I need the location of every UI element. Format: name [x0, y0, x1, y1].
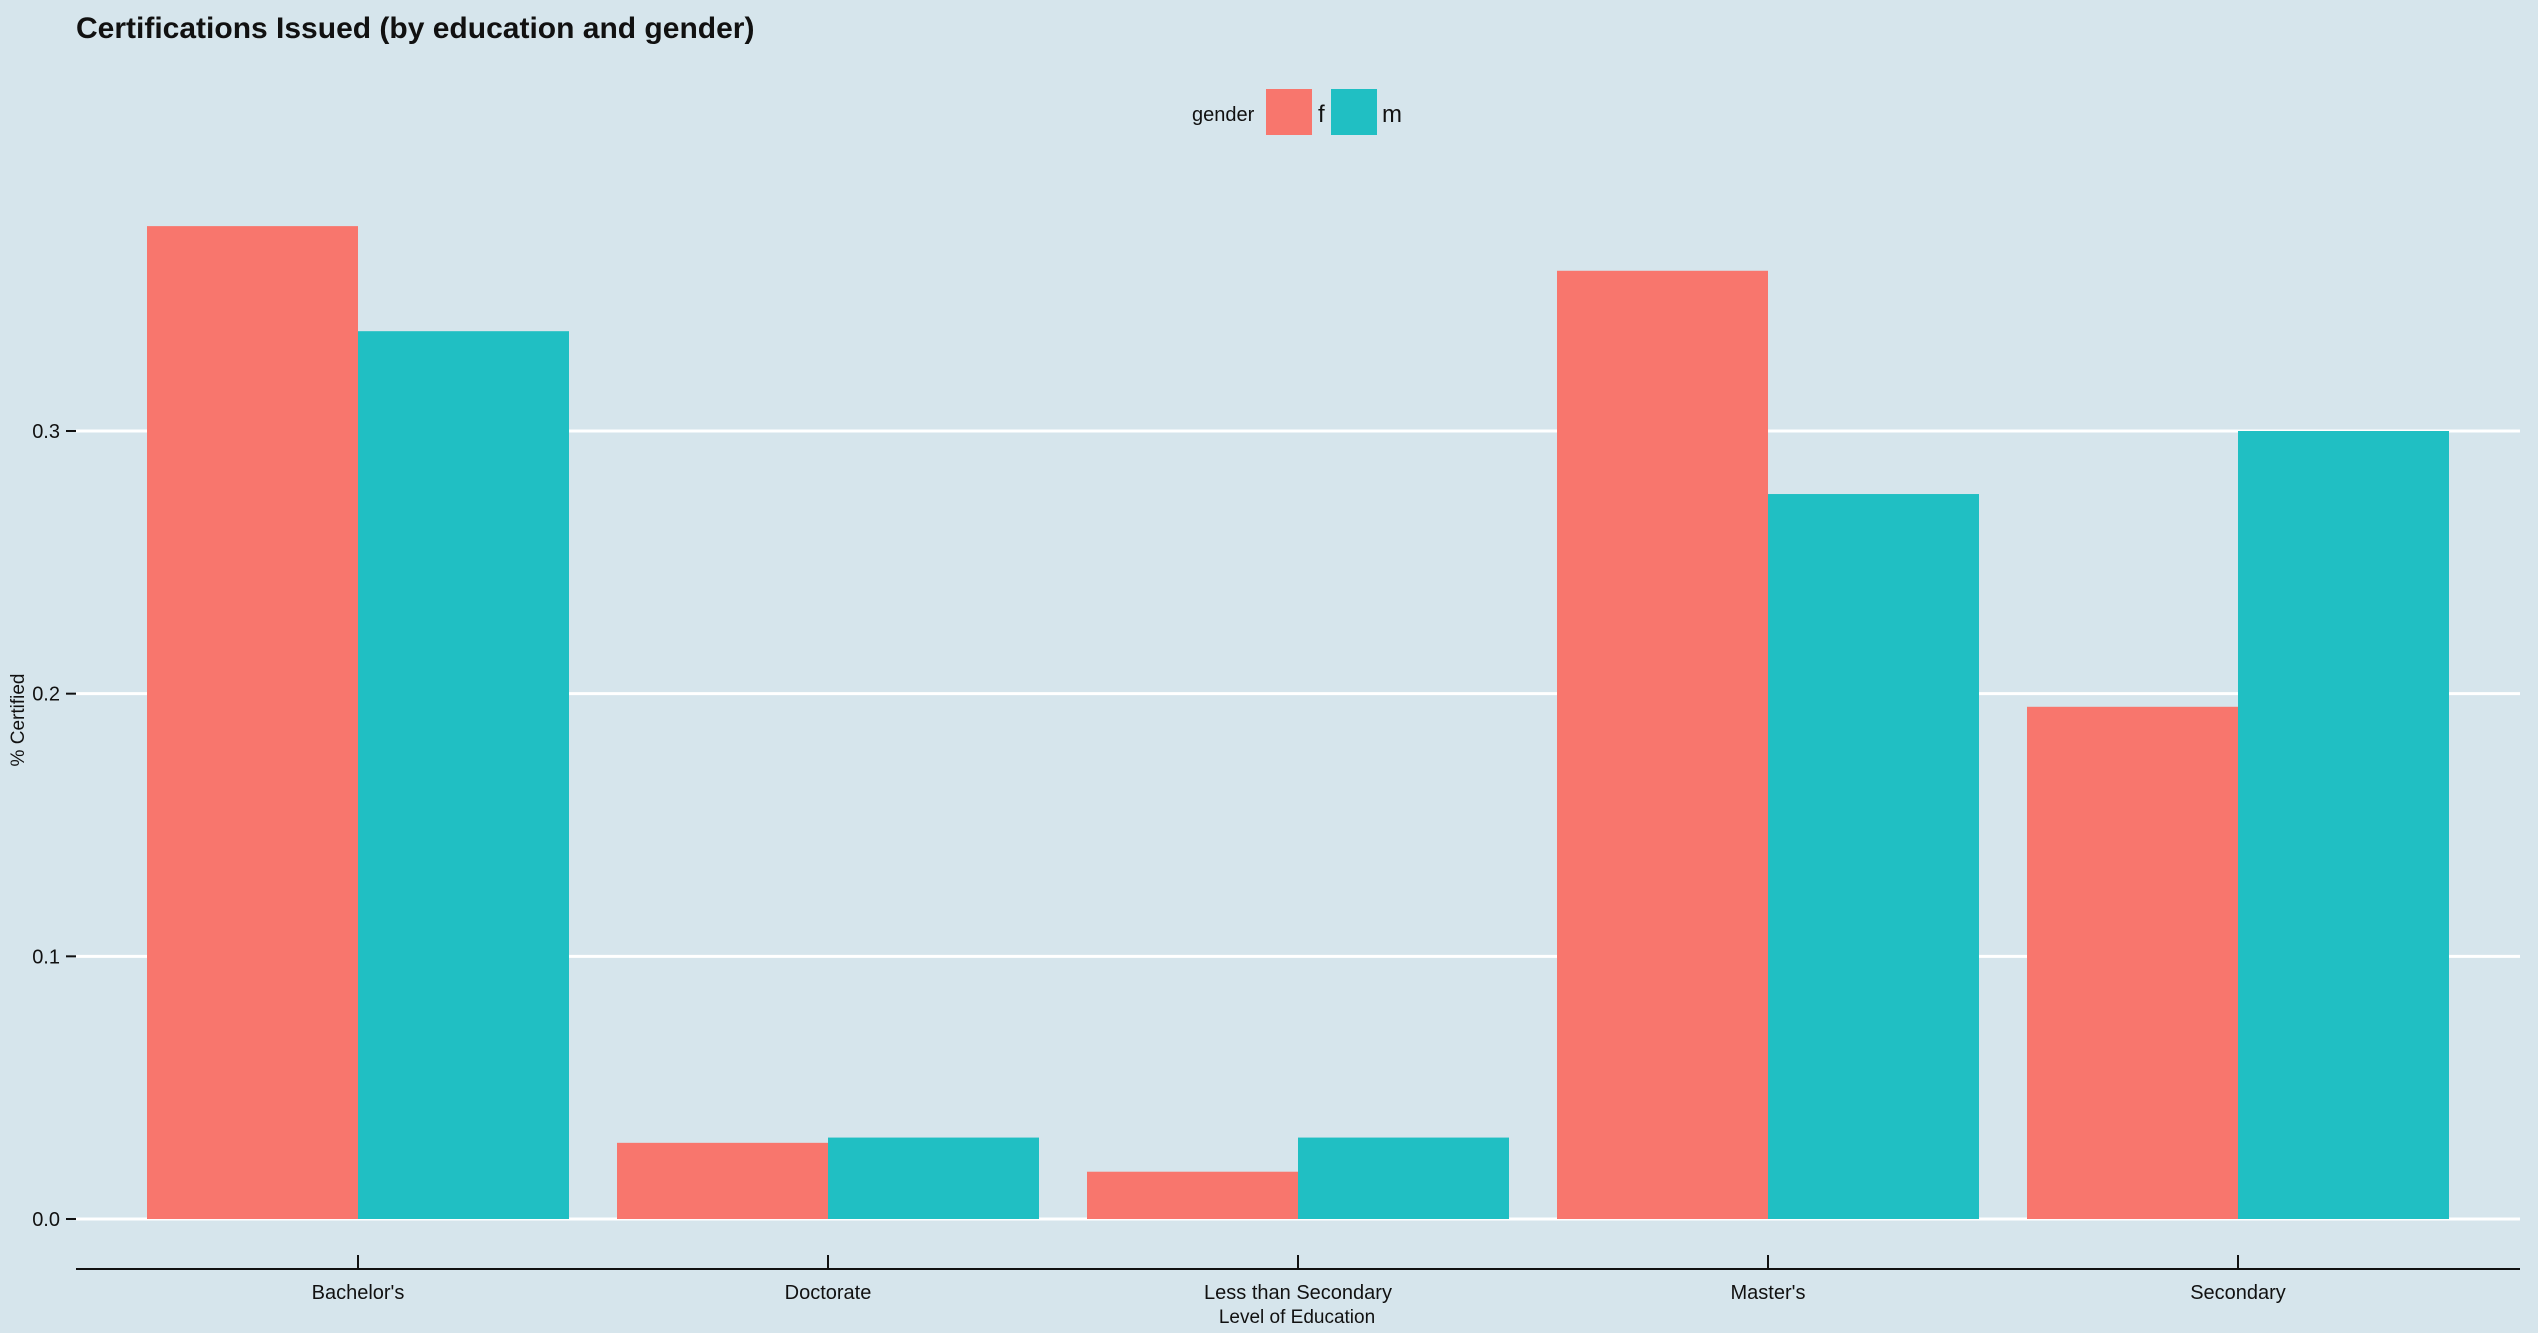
bar-f-doctorate — [617, 1142, 828, 1219]
legend: gender f m — [1192, 89, 1402, 135]
x-tick-label: Master's — [1731, 1282, 1806, 1304]
chart-title: Certifications Issued (by education and … — [76, 12, 754, 45]
bar-m-doctorate — [828, 1137, 1039, 1219]
y-axis-ticks: 0.0 0.1 0.2 0.3 — [32, 421, 76, 1231]
x-tick-label: Less than Secondary — [1204, 1282, 1392, 1304]
legend-swatch-f — [1266, 89, 1312, 135]
bar-m-master-s — [1768, 494, 1979, 1219]
x-tick-label: Secondary — [2190, 1282, 2286, 1304]
bar-m-less-than-secondary — [1298, 1137, 1509, 1219]
y-axis-title: % Certified — [8, 674, 29, 767]
legend-title: gender — [1192, 104, 1255, 126]
x-axis-ticks: Bachelor's Doctorate Less than Secondary Ma… — [312, 1255, 2286, 1304]
y-tick-label: 0.2 — [32, 684, 60, 706]
bar-m-bachelor-s — [358, 331, 569, 1220]
y-tick-label: 0.0 — [32, 1209, 60, 1231]
bar-m-secondary — [2238, 431, 2449, 1219]
bar-f-bachelor-s — [147, 226, 358, 1219]
bar-f-secondary — [2027, 706, 2238, 1219]
bar-f-less-than-secondary — [1087, 1171, 1298, 1219]
x-tick-label: Bachelor's — [312, 1282, 405, 1304]
legend-label-m: m — [1382, 101, 1402, 128]
x-tick-label: Doctorate — [785, 1282, 872, 1304]
bar-f-master-s — [1557, 270, 1768, 1220]
bars — [147, 226, 2449, 1220]
legend-swatch-m — [1331, 89, 1377, 135]
legend-label-f: f — [1318, 101, 1325, 128]
y-tick-label: 0.1 — [32, 946, 60, 968]
x-axis-title: Level of Education — [1219, 1307, 1375, 1328]
y-tick-label: 0.3 — [32, 421, 60, 443]
